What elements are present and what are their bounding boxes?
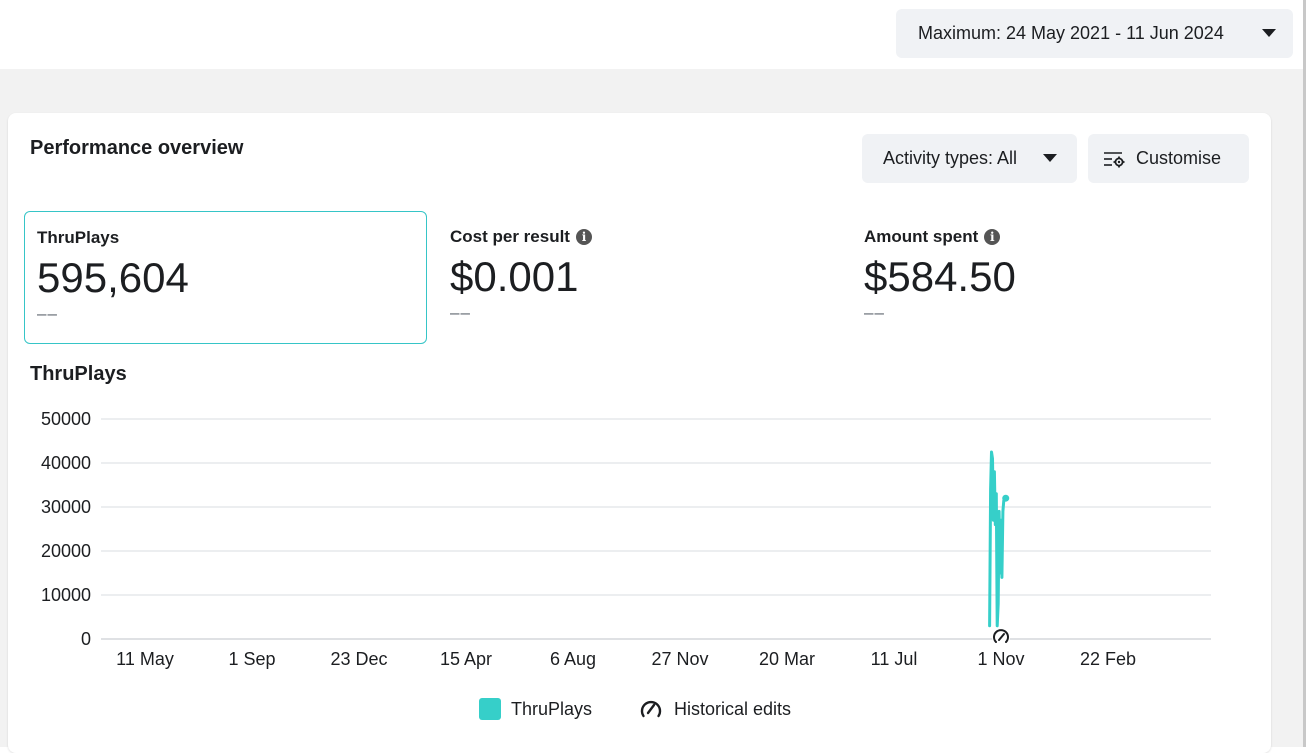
- performance-overview-title: Performance overview: [30, 137, 244, 159]
- legend-label: Historical edits: [674, 698, 792, 719]
- metric-card-thruplays[interactable]: ThruPlays 595,604 ––: [24, 211, 427, 344]
- series-end-point: [1002, 494, 1010, 502]
- metric-value: $584.50: [864, 253, 1016, 300]
- metric-label-text: Cost per result: [450, 227, 570, 246]
- customise-settings-icon: [1104, 151, 1125, 167]
- x-tick-label: 1 Nov: [977, 649, 1024, 669]
- metric-comparison: ––: [37, 304, 58, 323]
- top-bar: Maximum: 24 May 2021 - 11 Jun 2024: [0, 0, 1306, 69]
- page-scrollbar[interactable]: [1303, 0, 1306, 747]
- y-tick-label: 0: [81, 629, 91, 649]
- legend-item-historical-edits[interactable]: Historical edits: [639, 696, 791, 722]
- historical-edit-marker[interactable]: [992, 628, 1010, 646]
- legend-swatch: [479, 698, 501, 720]
- series-line: [988, 450, 1008, 628]
- x-tick-label: 1 Sep: [228, 649, 275, 669]
- y-tick-label: 30000: [41, 497, 91, 517]
- y-tick-label: 50000: [41, 409, 91, 429]
- y-tick-label: 10000: [41, 585, 91, 605]
- customise-label: Customise: [1136, 148, 1222, 168]
- activity-types-dropdown[interactable]: Activity types: All: [862, 134, 1077, 183]
- info-icon[interactable]: i: [984, 229, 1001, 245]
- metric-label: Cost per result i: [450, 227, 592, 247]
- x-tick-label: 27 Nov: [651, 649, 708, 669]
- x-tick-label: 23 Dec: [330, 649, 387, 669]
- performance-overview-card: Performance overview Activity types: All…: [8, 113, 1271, 753]
- metric-card-cost-per-result[interactable]: Cost per result i $0.001 ––: [438, 211, 841, 344]
- x-tick-label: 11 Jul: [871, 649, 918, 669]
- metric-comparison: ––: [450, 303, 471, 322]
- metric-label: ThruPlays: [37, 228, 119, 248]
- x-tick-label: 15 Apr: [440, 649, 492, 669]
- metric-value: 595,604: [37, 254, 189, 301]
- customise-button[interactable]: Customise: [1088, 134, 1249, 183]
- caret-down-icon: [1262, 29, 1276, 37]
- thruplays-line-chart[interactable]: 0 10000 20000 30000 40000 50000 11 May 1 Sep 23 …: [8, 113, 1271, 693]
- legend-label: ThruPlays: [511, 698, 593, 719]
- date-range-label: Maximum: 24 May 2021 - 11 Jun 2024: [918, 23, 1224, 43]
- metric-value: $0.001: [450, 253, 579, 300]
- x-tick-label: 20 Mar: [759, 649, 815, 669]
- date-range-picker[interactable]: Maximum: 24 May 2021 - 11 Jun 2024: [896, 9, 1293, 58]
- metric-comparison: ––: [864, 303, 885, 322]
- activity-types-label: Activity types: All: [883, 148, 1018, 168]
- metric-card-amount-spent[interactable]: Amount spent i $584.50 ––: [852, 211, 1255, 344]
- metric-label-text: ThruPlays: [37, 228, 120, 247]
- info-icon[interactable]: i: [575, 229, 592, 245]
- y-tick-label: 20000: [41, 541, 91, 561]
- legend-item-thruplays[interactable]: ThruPlays: [479, 696, 592, 722]
- x-tick-label: 6 Aug: [550, 649, 596, 669]
- caret-down-icon: [1043, 154, 1057, 162]
- metric-label-text: Amount spent: [864, 227, 979, 246]
- metric-label: Amount spent i: [864, 227, 1001, 247]
- x-tick-label: 22 Feb: [1080, 649, 1136, 669]
- historical-edits-icon: [640, 700, 662, 718]
- chart-title: ThruPlays: [30, 363, 127, 385]
- x-tick-label: 11 May: [116, 649, 174, 669]
- y-tick-label: 40000: [41, 453, 91, 473]
